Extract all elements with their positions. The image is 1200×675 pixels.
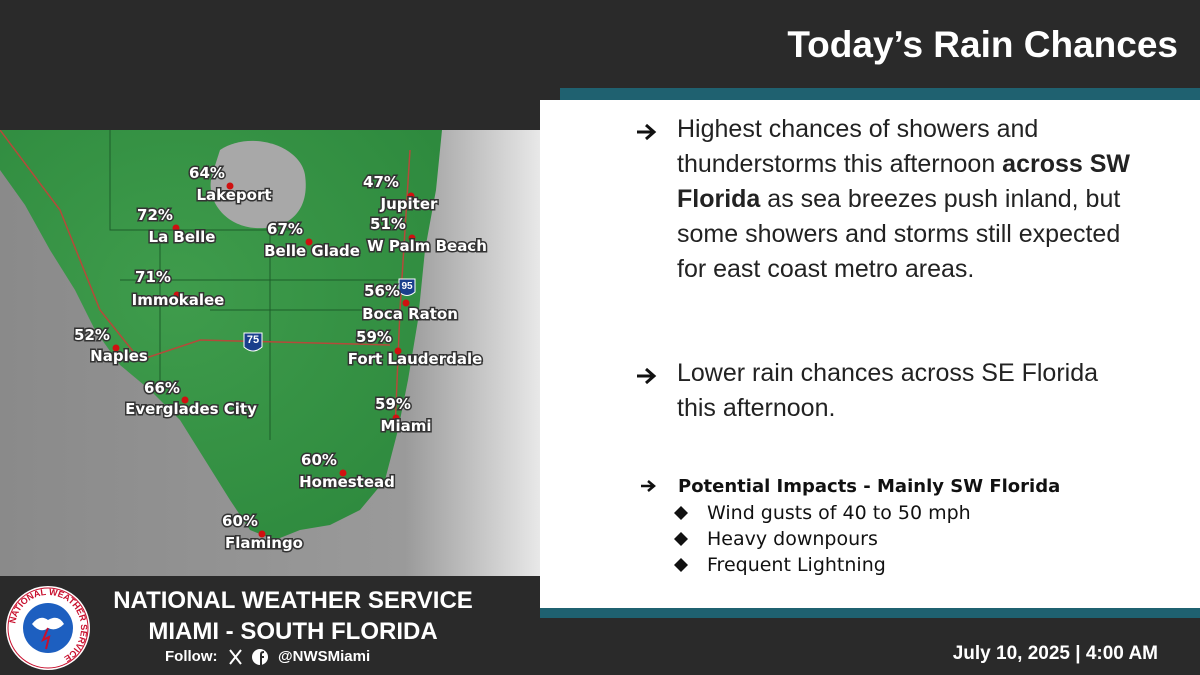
city-name: Boca Raton (362, 305, 458, 323)
arrow-icon (641, 480, 656, 492)
city-name: Immokalee (132, 291, 225, 309)
social-handle: @NWSMiami (278, 648, 371, 665)
city-dot (407, 192, 415, 200)
city-name: Lakeport (196, 186, 271, 204)
florida-land (0, 130, 442, 540)
diamond (674, 558, 688, 572)
interstate-shield: 95 (398, 278, 416, 296)
text: Highest chances of showers and thunderst… (677, 115, 1039, 178)
rain-chance: 59% (375, 395, 411, 413)
city-name: Homestead (299, 473, 395, 491)
city-dot (392, 414, 400, 422)
city-name: Belle Glade (264, 242, 360, 260)
accent-strip (540, 606, 1200, 618)
interstate-label: 75 (247, 334, 259, 346)
follow-label: Follow: (165, 648, 218, 665)
bullet: Lower rain chances across SE Florida thi… (677, 359, 1099, 422)
rain-chance: 56% (364, 282, 400, 300)
title: Today’s Rain Chances (787, 24, 1178, 65)
diamond (674, 506, 688, 520)
interstate-label: 95 (401, 281, 413, 292)
city-dot (173, 291, 181, 299)
bullet: Highest chances of showers and thunderst… (677, 112, 1137, 287)
rain-chance: 51% (370, 215, 406, 233)
date-time: July 10, 2025 | 4:00 AM (952, 643, 1158, 664)
arrow-icon (637, 367, 657, 385)
county-lines (109, 130, 400, 440)
rain-chance: 60% (301, 451, 337, 469)
city-name: Naples (90, 347, 148, 365)
rain-chance: 59% (356, 328, 392, 346)
city-name: Fort Lauderdale (348, 350, 483, 368)
map: 75 95 64% Lakeport 72% La Belle 67% Belle Gla… (0, 130, 540, 576)
city-dot (172, 224, 180, 232)
nws-logo: NATIONAL WEATHER SERVICE (6, 586, 90, 670)
social-icons (229, 649, 268, 665)
city-dot (226, 182, 234, 190)
diamond (674, 532, 688, 546)
emphasis: across SW Florida (677, 150, 1131, 213)
roads (0, 130, 411, 431)
city-dot (408, 234, 416, 242)
diamond-icon (674, 532, 688, 546)
rain-chance: 47% (363, 173, 399, 191)
rain-chance: 71% (135, 268, 171, 286)
city-name: Flamingo (225, 534, 303, 552)
city-dot (305, 238, 313, 246)
rain-chance: 72% (137, 206, 173, 224)
city-dot (402, 299, 410, 307)
impact-item: Wind gusts of 40 to 50 mph (707, 502, 971, 524)
rain-chance: 52% (74, 326, 110, 344)
city-name: W Palm Beach (367, 237, 487, 255)
diamond-icon (674, 558, 688, 572)
impact-item: Frequent Lightning (707, 554, 886, 576)
interstate-shield: 75 (243, 332, 263, 352)
city-dot (258, 530, 266, 538)
text: as sea breezes push inland, but some sho… (677, 185, 1121, 283)
top-bar (0, 0, 1200, 90)
lake-okeechobee (210, 140, 306, 229)
office-location: MIAMI - SOUTH FLORIDA (148, 618, 438, 645)
city-name: Everglades City (125, 400, 257, 418)
arrow-icon (637, 123, 657, 141)
city-dot (339, 469, 347, 477)
city-dot (112, 344, 120, 352)
accent-strip (560, 88, 1200, 100)
text-panel: Highest chances of showers and thunderst… (540, 100, 1200, 608)
cities: 64% Lakeport 72% La Belle 67% Belle Glade 47% J… (73, 163, 489, 554)
impact-item: Heavy downpours (707, 528, 878, 550)
rain-chance: 67% (267, 220, 303, 238)
rain-chance: 66% (144, 379, 180, 397)
office-name: NATIONAL WEATHER SERVICE (113, 587, 473, 614)
diamond-icon (674, 506, 688, 520)
impacts-title: Potential Impacts - Mainly SW Florida (678, 476, 1061, 497)
city-dot (394, 347, 402, 355)
city-name: La Belle (149, 228, 216, 246)
city-name: Miami (381, 417, 432, 435)
rain-chance: 64% (189, 164, 225, 182)
rain-chance: 60% (222, 512, 258, 530)
city-dot (181, 396, 189, 404)
city-name: Jupiter (380, 195, 438, 213)
